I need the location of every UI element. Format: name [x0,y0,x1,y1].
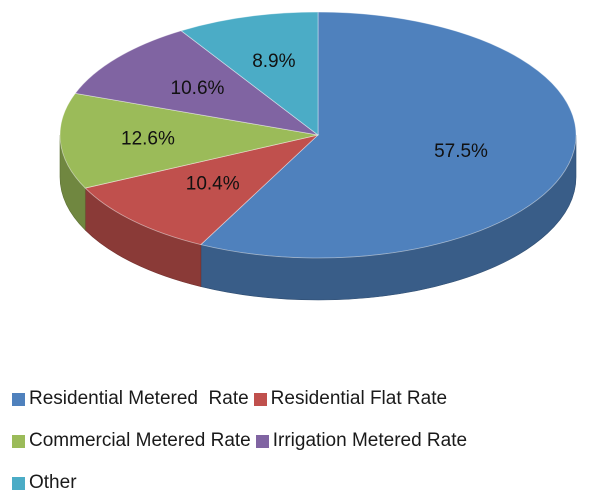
pie-value-label: 10.6% [171,78,225,99]
pie-slice [180,11,319,136]
legend-label: Commercial Metered Rate [29,430,251,451]
legend-swatch [12,434,25,448]
legend-row: Commercial Metered Rate Irrigation Meter… [12,420,608,462]
pie-slice [84,134,320,246]
pie-slice [200,11,577,259]
legend: Residential Metered Rate Residential Fla… [12,378,608,504]
legend-label: Other [29,472,77,493]
legend-item-irrigation-metered: Irrigation Metered Rate [255,430,468,452]
pie-tops [59,11,577,259]
pie-value-label: 8.9% [252,51,295,72]
pie-value-label: 12.6% [121,129,175,150]
legend-row: Residential Metered Rate Residential Fla… [12,378,608,420]
pie-slice [59,92,319,189]
legend-label: Irrigation Metered Rate [272,430,468,451]
legend-swatch [255,434,269,448]
legend-item-commercial-metered: Commercial Metered Rate [12,430,251,452]
pie-value-label: 57.5% [434,141,488,162]
legend-swatch [12,476,25,490]
legend-label: Residential Flat Rate [270,388,448,409]
legend-swatch [253,392,267,406]
pie-value-label: 10.4% [186,173,240,194]
legend-row: Other [12,462,608,504]
legend-swatch [12,392,25,406]
legend-item-other: Other [12,472,77,494]
pie-slice [74,30,319,136]
legend-item-residential-metered: Residential Metered Rate [12,388,249,410]
pie-labels: 57.5% 10.4% 12.6% 10.6% 8.9% [121,51,488,194]
pie-sides [59,134,577,301]
legend-item-residential-flat: Residential Flat Rate [253,388,448,410]
legend-label: Residential Metered Rate [29,388,249,409]
